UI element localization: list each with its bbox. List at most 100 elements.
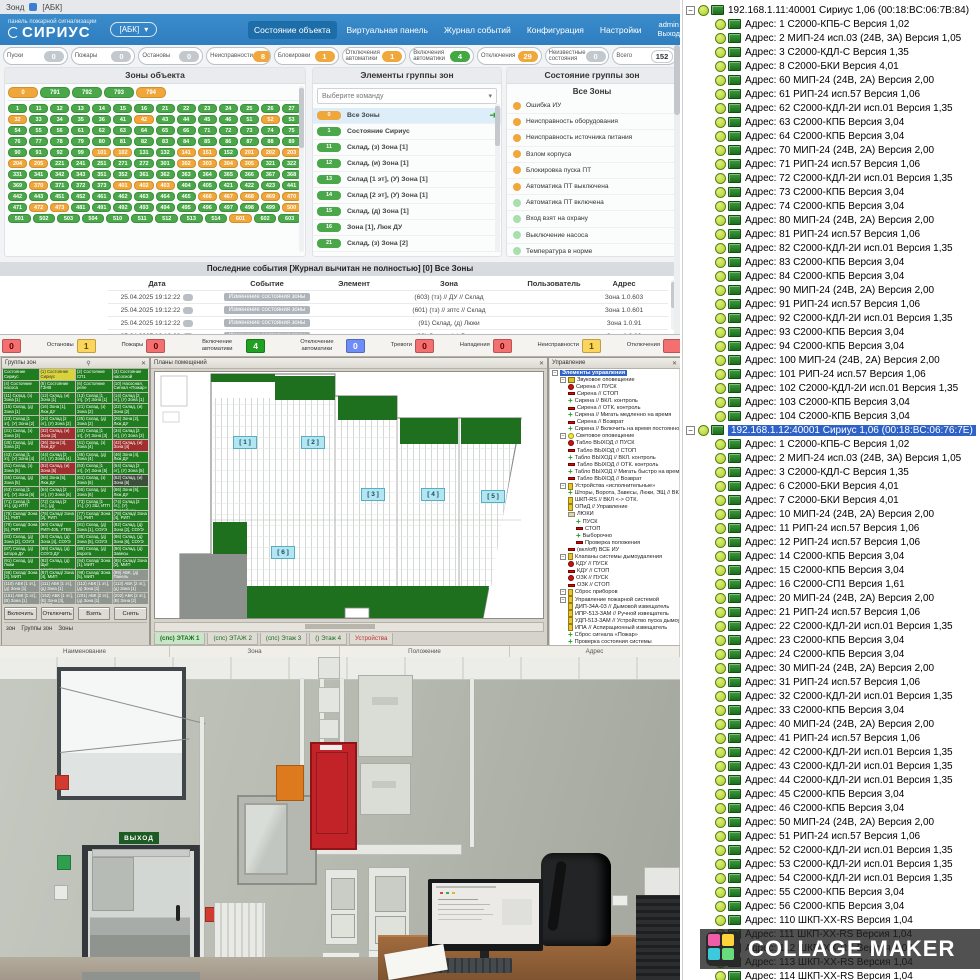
zone-button[interactable]: 25 bbox=[239, 104, 259, 113]
zone-button[interactable]: 452 bbox=[71, 192, 91, 201]
counter-pill[interactable]: Блокировки 1 bbox=[273, 47, 339, 65]
plan-section-label[interactable]: [ 1 ] bbox=[233, 436, 257, 449]
zones-scrollbar[interactable] bbox=[299, 86, 304, 252]
control-tree-row[interactable]: Сирена // Возврат bbox=[550, 419, 679, 426]
control-tree-row[interactable]: ИПА // Аспирационный извещатель bbox=[550, 624, 679, 632]
zone-group-cell[interactable]: (22) Склад, (и) Зона [2] bbox=[112, 404, 148, 416]
zone-action-button[interactable]: Отключить bbox=[40, 607, 74, 620]
tree-device-row[interactable]: Адрес: 16 С2000-СП1 Версия 1,61 bbox=[683, 577, 980, 591]
counter-pill[interactable]: Пуски 0 bbox=[3, 47, 68, 65]
plan-section-label[interactable]: [ 6 ] bbox=[271, 546, 295, 559]
zone-group-cell[interactable]: (21) Склад, (з) Зона [2] bbox=[76, 404, 112, 416]
close-icon[interactable]: ✕ bbox=[538, 360, 544, 367]
zone-button[interactable]: 46 bbox=[218, 115, 238, 124]
floor-tab[interactable]: (спс) ЭТАЖ 2 bbox=[207, 633, 258, 645]
tree-device-row[interactable]: Адрес: 70 МИП-24 (24В, 2А) Версия 2,00 bbox=[683, 143, 980, 157]
zone-group-cell[interactable]: (99) АБК, (д) Панель bbox=[112, 569, 148, 581]
expander-icon[interactable]: − bbox=[560, 483, 566, 490]
expander-icon[interactable]: − bbox=[560, 589, 566, 596]
zone-button[interactable]: 422 bbox=[239, 181, 259, 190]
object-selector-dropdown[interactable]: [АБК] ▾ bbox=[110, 22, 158, 37]
zone-group-cell[interactable]: (63) Склад [1 эт], (У) Зона [6] bbox=[3, 486, 39, 498]
zone-button[interactable]: 0 bbox=[8, 87, 38, 98]
zone-button[interactable]: 272 bbox=[134, 159, 154, 168]
control-tree-row[interactable]: Табло ВЫХОД // ОТК. контроль bbox=[550, 461, 679, 468]
close-icon[interactable]: ✕ bbox=[671, 360, 677, 367]
tree-device-row[interactable]: Адрес: 104 С2000-КПБ Версия 3,04 bbox=[683, 409, 980, 423]
expander-icon[interactable]: − bbox=[560, 596, 566, 603]
tree-device-row[interactable]: Адрес: 84 С2000-КПБ Версия 3,04 bbox=[683, 269, 980, 283]
tree-device-row[interactable]: Адрес: 30 МИП-24 (24В, 2А) Версия 2,00 bbox=[683, 661, 980, 675]
tree-device-row[interactable]: Адрес: 8 С2000-БКИ Версия 4,01 bbox=[683, 59, 980, 73]
zone-button[interactable]: 513 bbox=[180, 214, 203, 223]
pin-icon[interactable]: ⚲ bbox=[86, 360, 91, 367]
zone-button[interactable]: 464 bbox=[155, 192, 175, 201]
zone-button[interactable]: 11 bbox=[29, 104, 49, 113]
zone-button[interactable]: 76 bbox=[8, 137, 28, 146]
zone-button[interactable]: 141 bbox=[176, 148, 196, 157]
tree-device-row[interactable]: Адрес: 51 РИП-24 исп.57 Версия 1,06 bbox=[683, 829, 980, 843]
tree-device-row[interactable]: Адрес: 2 МИП-24 исп.03 (24В, 3А) Версия … bbox=[683, 31, 980, 45]
tree-device-row[interactable]: Адрес: 103 С2000-КПБ Версия 3,04 bbox=[683, 395, 980, 409]
tree-device-row[interactable]: Адрес: 45 С2000-КПБ Версия 3,04 bbox=[683, 787, 980, 801]
zone-button[interactable]: 492 bbox=[113, 203, 133, 212]
zone-button[interactable]: 465 bbox=[176, 192, 196, 201]
expander-icon[interactable]: − bbox=[560, 376, 566, 383]
zone-button[interactable]: 204 bbox=[8, 159, 28, 168]
zone-button[interactable]: 55 bbox=[29, 126, 49, 135]
zone-group-cell[interactable]: (91) Склад, (д) Люки bbox=[3, 557, 39, 569]
zone-button[interactable]: 32 bbox=[8, 115, 28, 124]
zone-button[interactable]: 351 bbox=[92, 170, 112, 179]
zone-group-cell[interactable]: (53) Склад [1 эт], (У) Зона [5] bbox=[76, 463, 112, 475]
zone-button[interactable]: 495 bbox=[176, 203, 196, 212]
control-tree-row[interactable]: ОЗК // ПУСК bbox=[550, 575, 679, 582]
close-icon[interactable]: ✕ bbox=[140, 360, 146, 367]
tree-device-row[interactable]: Адрес: 56 С2000-КПБ Версия 3,04 bbox=[683, 899, 980, 913]
tree-device-row[interactable]: Адрес: 41 РИП-24 исп.57 Версия 1,06 bbox=[683, 731, 980, 745]
expander-icon[interactable]: − bbox=[686, 5, 695, 15]
zone-group-cell[interactable]: (12) Склад, (и) Зона [1] bbox=[39, 392, 75, 404]
zone-group-cell[interactable]: (51) Склад, (з) Зона [5] bbox=[3, 463, 39, 475]
zone-button[interactable]: 496 bbox=[197, 203, 217, 212]
tree-device-row[interactable]: Адрес: 44 С2000-КДЛ-2И исп.01 Версия 1,3… bbox=[683, 773, 980, 787]
plan-section-label[interactable]: [ 5 ] bbox=[481, 490, 505, 503]
zone-group-cell[interactable]: (94) Склад/ Зона [1], МИП bbox=[76, 557, 112, 569]
nav-item[interactable]: Настройки bbox=[599, 24, 642, 35]
user-block[interactable]: admin Выход bbox=[654, 20, 680, 38]
zone-group-cell[interactable]: (74) Склад [2 эт.], (У) Подсобное bbox=[112, 498, 148, 510]
zone-button[interactable]: 443 bbox=[29, 192, 49, 201]
zone-button[interactable]: 367 bbox=[260, 170, 281, 179]
zone-group-cell[interactable]: (31) Склад, (з) Зона [3] bbox=[3, 427, 39, 439]
zone-button[interactable]: 405 bbox=[197, 181, 217, 190]
tree-device-row[interactable]: Адрес: 33 С2000-КПБ Версия 3,04 bbox=[683, 703, 980, 717]
zone-button[interactable]: 370 bbox=[29, 181, 49, 190]
tree-device-row[interactable]: Адрес: 54 С2000-КДЛ-2И исп.01 Версия 1,3… bbox=[683, 871, 980, 885]
zone-button[interactable]: 514 bbox=[204, 214, 228, 223]
zone-button[interactable]: 14 bbox=[92, 104, 112, 113]
control-tree-row[interactable]: + Сброс сигнала «Пожар» bbox=[550, 631, 679, 638]
zone-group-cell[interactable]: (25) Склад, (д) Зона [2] bbox=[76, 416, 112, 427]
control-tree-row[interactable]: (вкл/off) ВСЕ ИУ bbox=[550, 546, 679, 553]
zone-group-cell[interactable]: (95) Склад/ Зона [2], МИП bbox=[112, 557, 148, 569]
nav-item[interactable]: Виртуальная панель bbox=[346, 24, 428, 35]
tree-device-row[interactable]: Адрес: 114 ШКП-ХХ-RS Версия 1,04 bbox=[683, 969, 980, 980]
control-tree-row[interactable]: + Табло ВЫХОД // Мигать быстро на время bbox=[550, 468, 679, 475]
tree-device-row[interactable]: Адрес: 22 С2000-КДЛ-2И исп.01 Версия 1,3… bbox=[683, 619, 980, 633]
zone-button[interactable]: 33 bbox=[29, 115, 49, 124]
tree-device-row[interactable]: Адрес: 94 С2000-КПБ Версия 3,04 bbox=[683, 339, 980, 353]
zone-group-cell[interactable]: (89) Склад, (д) Ворота bbox=[76, 545, 112, 557]
zone-button[interactable]: 131 bbox=[134, 148, 154, 157]
zone-group-cell[interactable]: (202) АБК [2 эт.], (В) Зона [2] bbox=[112, 593, 148, 604]
zone-button[interactable]: 501 bbox=[8, 214, 31, 223]
zone-group-cell[interactable]: (80) Склад/ РИП-405, УТВХ bbox=[39, 522, 75, 534]
zone-group-cell[interactable]: (64) Склад [2 эт], (У) Зона [6] bbox=[39, 486, 75, 498]
zone-group-cell[interactable]: (45) Склад, (д) Зона [4] bbox=[76, 451, 112, 463]
tree-device-row[interactable]: Адрес: 93 С2000-КПБ Версия 3,04 bbox=[683, 325, 980, 339]
zone-button[interactable]: 63 bbox=[113, 126, 133, 135]
zone-action-button[interactable]: Взять bbox=[77, 607, 111, 620]
zone-button[interactable]: 503 bbox=[57, 214, 80, 223]
nav-item[interactable]: Состояние объекта bbox=[248, 20, 337, 39]
zone-group-cell[interactable]: (41) Склад, (з) Зона [4] bbox=[76, 439, 112, 451]
zone-button[interactable]: 510 bbox=[106, 214, 129, 223]
tree-device-row[interactable]: Адрес: 1 С2000-КПБ-С Версия 1,02 bbox=[683, 437, 980, 451]
